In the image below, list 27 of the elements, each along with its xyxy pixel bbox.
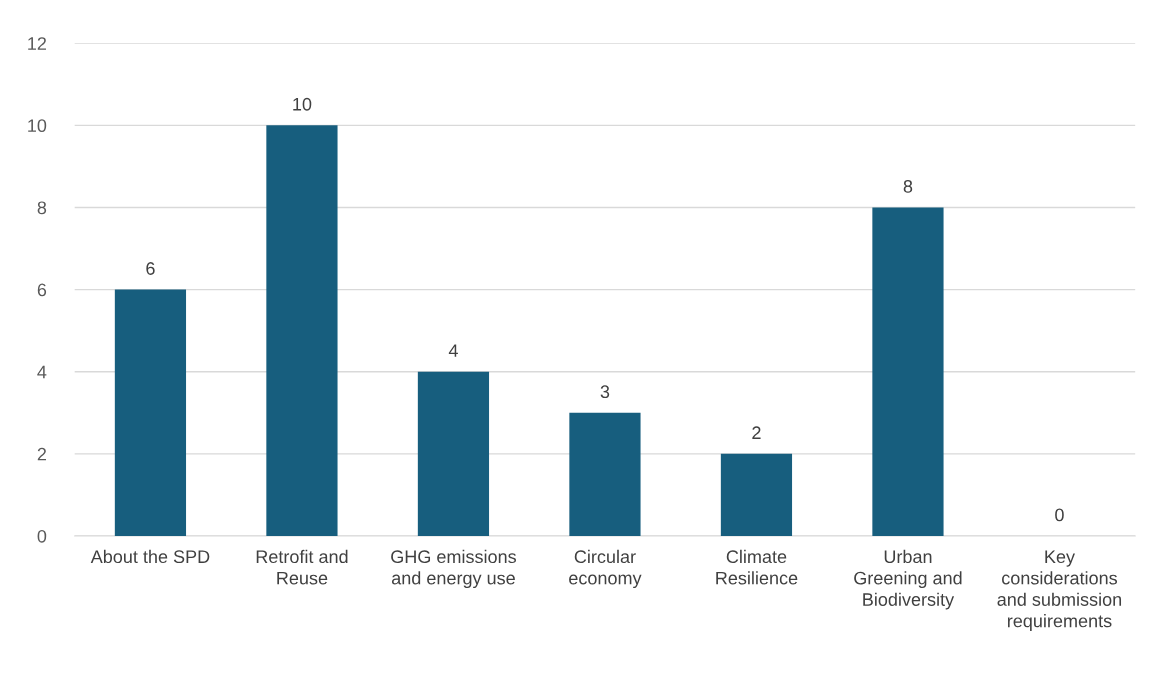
data-label: 6: [146, 262, 155, 275]
y-tick-label: 10: [28, 119, 47, 133]
x-tick-label: Climate Resilience: [716, 549, 798, 585]
bar: [569, 412, 641, 536]
bar: [114, 289, 187, 536]
y-tick-label: 2: [37, 447, 46, 461]
y-tick-label: 8: [37, 201, 47, 215]
bar: [720, 453, 793, 536]
y-tick-label: 4: [37, 365, 47, 379]
data-label: 0: [1055, 508, 1064, 522]
bar: [872, 207, 944, 536]
x-tick-label: GHG emissions and energy use: [391, 549, 516, 589]
data-label: 10: [293, 97, 312, 111]
x-tick-label: Key considerations and submission requirements: [997, 550, 1122, 631]
data-label: 8: [903, 179, 913, 193]
y-tick-label: 6: [37, 283, 47, 297]
y-tick-label: 12: [28, 37, 46, 50]
x-tick-label: About the SPD: [90, 549, 210, 564]
x-tick-label: Urban Greening and Biodiversity: [854, 549, 962, 610]
data-label: 3: [600, 385, 610, 399]
y-tick-label: 0: [37, 529, 47, 543]
x-tick-label: Circular economy: [569, 549, 642, 589]
bar: [266, 125, 338, 536]
data-label: 2: [752, 426, 761, 439]
data-label: 4: [448, 344, 458, 357]
bar: [417, 371, 490, 536]
x-tick-label: Retrofit and Reuse: [256, 549, 348, 585]
